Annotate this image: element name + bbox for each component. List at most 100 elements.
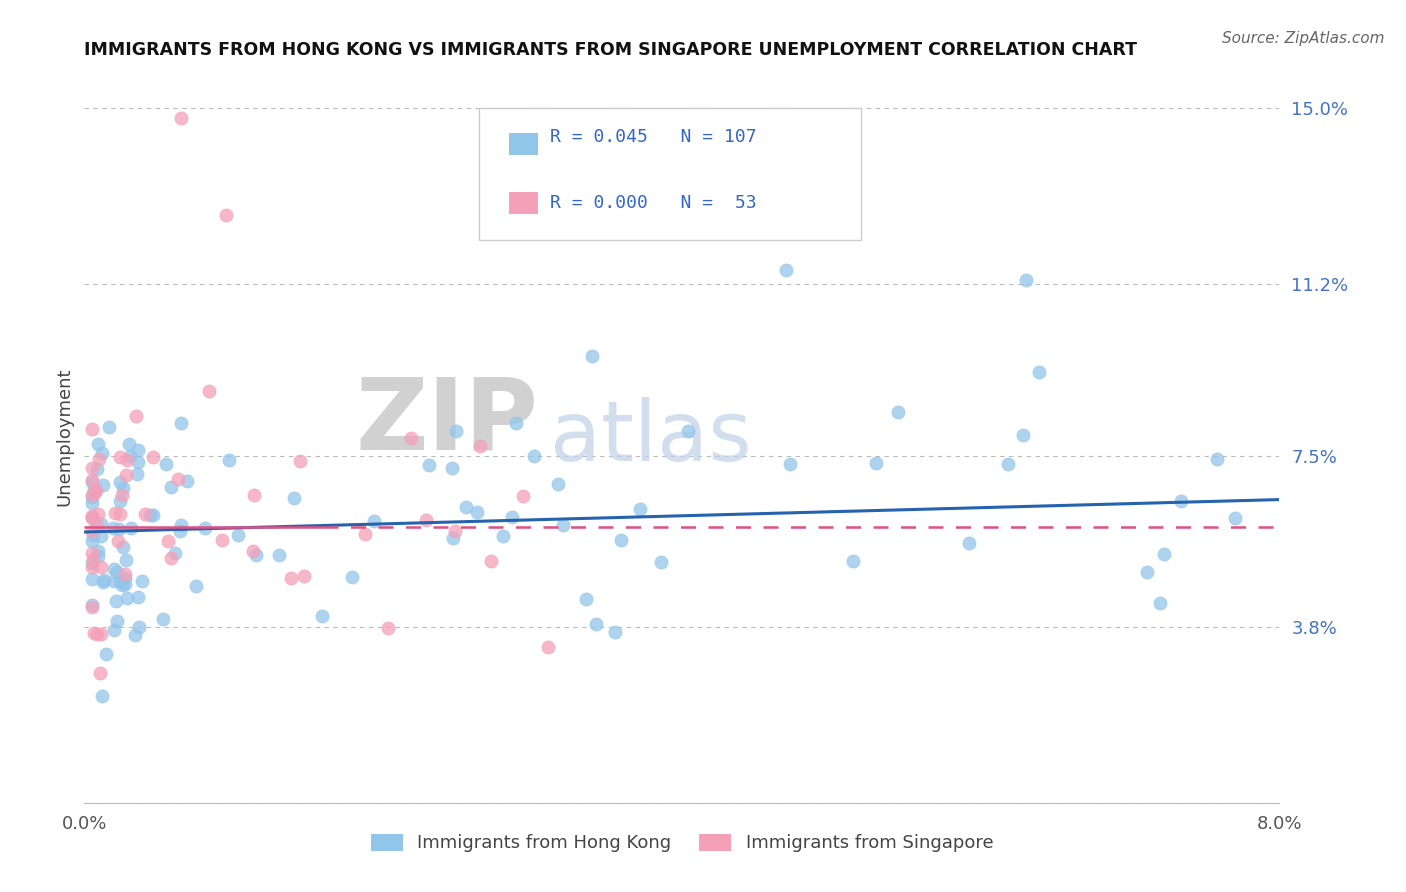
Point — [90, 559, 112, 574]
Point — [1028, 365, 1050, 379]
Point — [86, 626, 108, 640]
Point — [887, 405, 910, 419]
Point — [104, 506, 127, 520]
Point — [90, 627, 112, 641]
Point — [103, 574, 125, 588]
Point — [80, 598, 103, 612]
Point — [139, 508, 162, 522]
Y-axis label: Unemployment: Unemployment — [55, 368, 73, 507]
Point — [105, 614, 128, 628]
Point — [170, 111, 193, 125]
Point — [997, 458, 1019, 472]
Point — [86, 462, 108, 476]
Point — [170, 416, 193, 430]
Point — [1149, 596, 1171, 610]
Point — [101, 521, 124, 535]
Point — [115, 553, 138, 567]
Point — [108, 450, 131, 464]
Point — [456, 500, 478, 514]
Point — [311, 608, 333, 623]
Point — [468, 440, 491, 454]
Point — [80, 572, 103, 586]
Point — [80, 487, 103, 501]
Point — [80, 510, 103, 524]
Point — [215, 208, 238, 222]
Point — [108, 475, 131, 490]
Point — [492, 529, 515, 543]
Point — [415, 513, 437, 527]
Point — [84, 483, 107, 497]
Point — [80, 545, 103, 559]
Point — [1225, 510, 1247, 524]
Text: ZIP: ZIP — [356, 374, 538, 471]
Point — [91, 690, 114, 704]
Point — [547, 477, 569, 491]
Text: R = 0.000   N =  53: R = 0.000 N = 53 — [551, 194, 756, 211]
Point — [93, 573, 115, 587]
Point — [957, 536, 980, 550]
Point — [111, 481, 134, 495]
FancyBboxPatch shape — [479, 108, 862, 240]
Point — [108, 507, 131, 521]
Point — [1205, 452, 1227, 467]
Point — [650, 555, 672, 569]
Point — [676, 424, 699, 438]
Point — [115, 452, 138, 467]
Point — [288, 454, 311, 468]
Point — [340, 570, 363, 584]
Point — [134, 507, 156, 521]
Point — [401, 431, 423, 445]
Point — [89, 452, 111, 467]
Point — [80, 511, 103, 525]
Point — [118, 437, 141, 451]
Point — [440, 460, 463, 475]
Point — [103, 623, 125, 637]
Point — [82, 556, 104, 570]
Point — [80, 460, 103, 475]
Point — [156, 534, 179, 549]
Point — [87, 544, 110, 558]
Point — [1012, 428, 1035, 442]
Point — [82, 527, 104, 541]
Point — [865, 456, 887, 470]
Point — [155, 457, 177, 471]
Point — [111, 488, 134, 502]
Point — [1136, 565, 1159, 579]
Point — [267, 548, 290, 562]
Point — [104, 594, 127, 608]
Point — [80, 475, 103, 489]
Point — [479, 554, 502, 568]
Point — [80, 508, 103, 523]
Point — [87, 549, 110, 564]
Point — [90, 528, 112, 542]
Point — [779, 457, 801, 471]
Point — [775, 263, 797, 277]
Point — [418, 458, 440, 472]
Point — [131, 574, 153, 588]
Point — [103, 562, 125, 576]
Point — [186, 579, 208, 593]
Point — [245, 548, 267, 562]
Point — [176, 474, 198, 488]
Bar — [509, 133, 538, 155]
Point — [86, 508, 108, 522]
Point — [242, 544, 264, 558]
Point — [80, 422, 103, 436]
Point — [90, 446, 112, 460]
Point — [280, 571, 302, 585]
Point — [170, 517, 193, 532]
Point — [142, 450, 165, 464]
Point — [107, 565, 129, 579]
Point — [1014, 273, 1036, 287]
Point — [841, 554, 863, 568]
Point — [610, 533, 633, 547]
Point — [142, 508, 165, 522]
Point — [82, 553, 104, 567]
Point — [226, 528, 249, 542]
Point — [108, 523, 131, 537]
Point — [537, 640, 560, 655]
Point — [127, 591, 149, 605]
Point — [523, 449, 546, 463]
Point — [160, 480, 183, 494]
Point — [86, 519, 108, 533]
